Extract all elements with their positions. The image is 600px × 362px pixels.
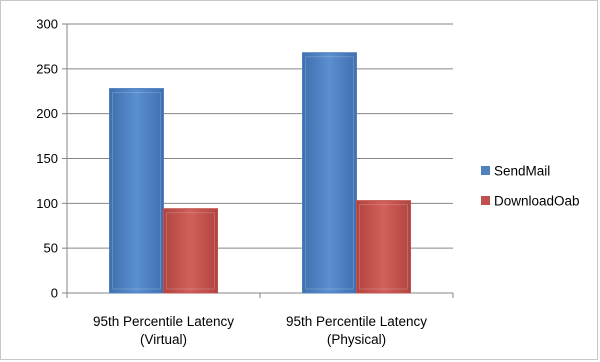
- bars: [109, 52, 411, 294]
- x-category-label: 95th Percentile Latency: [286, 314, 427, 329]
- legend-label-sendmail: SendMail: [494, 164, 550, 179]
- legend-swatch-downloadoab: [481, 196, 490, 205]
- bar-sendmail-2: [302, 52, 357, 294]
- y-tick-label: 200: [36, 106, 58, 121]
- bar-downloadoab-2: [356, 200, 411, 294]
- y-tick-label: 100: [36, 196, 58, 211]
- y-tick-label: 300: [36, 17, 58, 32]
- axis-labels: 0 50 100 150 200 250 300 95th Percentile Latenc…: [36, 17, 427, 348]
- y-tick-label: 150: [36, 151, 58, 166]
- x-category-label: (Physical): [327, 332, 386, 347]
- bar-highlight: [166, 212, 215, 290]
- bar-highlight: [112, 92, 161, 290]
- legend-swatch-sendmail: [481, 166, 490, 175]
- legend-label-downloadoab: DownloadOab: [494, 194, 580, 209]
- y-tick-label: 250: [36, 61, 58, 76]
- legend: SendMail DownloadOab: [481, 164, 580, 209]
- bar-sendmail-1: [109, 88, 164, 294]
- y-tick-label: 50: [44, 241, 58, 256]
- bar-downloadoab-1: [163, 208, 218, 294]
- bar-highlight: [359, 204, 408, 290]
- x-category-label: (Virtual): [140, 332, 187, 347]
- y-tick-label: 0: [51, 286, 58, 301]
- x-category-label: 95th Percentile Latency: [93, 314, 234, 329]
- bar-highlight: [305, 56, 354, 290]
